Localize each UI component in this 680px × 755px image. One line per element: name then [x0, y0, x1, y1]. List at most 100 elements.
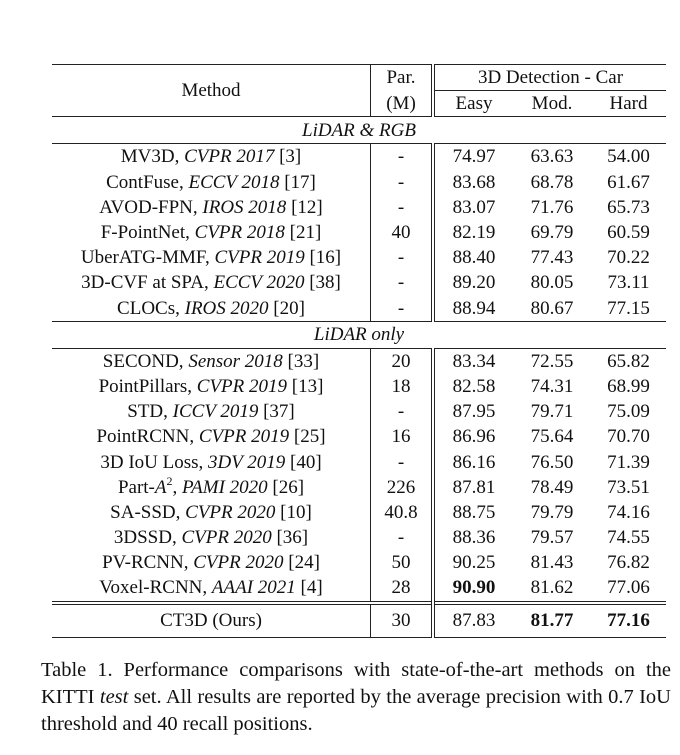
cell-hard: 61.67: [591, 170, 666, 195]
value-mod: 74.31: [530, 375, 574, 397]
cell-mod: 79.79: [513, 500, 591, 525]
method-ref: [25]: [289, 426, 326, 448]
cell-mod: 72.55: [513, 348, 591, 374]
method-ref: [37]: [258, 401, 295, 423]
cell-params: -: [370, 169, 433, 195]
value-easy: 82.58: [452, 375, 496, 397]
value-mod: 79.57: [530, 527, 574, 549]
cell-mod: 79.71: [513, 399, 591, 424]
method-venue: CVPR 2020: [185, 501, 276, 523]
method-superscript: 2: [166, 473, 173, 488]
cell-hard: 74.16: [591, 500, 666, 525]
cell-mod: 80.05: [513, 270, 591, 295]
cell-easy: 87.95: [431, 399, 513, 425]
method-venue: PAMI 2020: [181, 476, 268, 498]
method-cell: SA-SSD, CVPR 2020 [10]: [52, 500, 371, 525]
value-easy: 88.36: [452, 527, 496, 549]
header-par-unit: (M): [370, 90, 433, 118]
value-mod: 68.78: [530, 171, 574, 193]
cell-mod: 63.63: [513, 144, 591, 170]
method-cell: PointRCNN, CVPR 2019 [25]: [52, 424, 371, 449]
method-venue: CVPR 2019: [198, 426, 290, 448]
cell-params: -: [370, 449, 433, 475]
value-hard: 75.09: [607, 401, 650, 423]
method-name: UberATG-MMF,: [80, 247, 215, 269]
method-venue: ECCV 2018: [188, 171, 280, 193]
cell-hard: 76.82: [591, 550, 666, 575]
cell-mod: 77.43: [513, 245, 591, 270]
table-caption: Table 1. Performance comparisons with st…: [41, 657, 671, 738]
method-name: ContFuse,: [106, 171, 189, 193]
method-venue: Sensor 2018: [188, 350, 283, 372]
cell-params: 226: [370, 474, 433, 500]
value-easy: 88.40: [452, 247, 496, 269]
method-math: A: [154, 476, 167, 498]
value-easy: 86.16: [452, 451, 496, 473]
method-name: PointPillars,: [98, 375, 197, 397]
table-row: F-PointNet, CVPR 2018 [21] 40 82.19 69.79 60…: [52, 219, 666, 246]
value-hard: 70.70: [607, 426, 650, 448]
method-ref: [12]: [286, 196, 323, 218]
value-hard: 77.16: [607, 610, 650, 632]
cell-hard: 68.99: [591, 374, 666, 399]
value-mod: 69.79: [530, 222, 574, 244]
cell-hard: 77.15: [591, 295, 666, 322]
cell-params: 20: [370, 348, 433, 374]
cell-mod: 81.77: [513, 600, 591, 638]
cell-easy: 83.68: [431, 169, 513, 195]
method-name: SECOND,: [102, 350, 189, 372]
method-name: Part-: [117, 476, 155, 498]
cell-hard: 70.70: [591, 424, 666, 449]
value-hard: 61.67: [607, 171, 650, 193]
cell-easy: 88.94: [431, 295, 513, 322]
header-subrow: (M) Easy Mod. Hard: [52, 90, 666, 118]
method-name: AVOD-FPN,: [99, 196, 203, 218]
cell-easy: 83.34: [431, 348, 513, 374]
cell-hard: 77.06: [591, 575, 666, 602]
header-easy: Easy: [431, 90, 513, 118]
method-ref: [20]: [268, 297, 305, 319]
method-venue: CVPR 2019: [196, 375, 288, 397]
table-row: UberATG-MMF, CVPR 2019 [16] -88.40 77.43 70…: [52, 245, 666, 271]
cell-params: -: [370, 194, 433, 220]
method-cell: PointPillars, CVPR 2019 [13]: [52, 374, 371, 399]
method-cell: F-PointNet, CVPR 2018 [21]: [52, 220, 371, 245]
table-row: STD, ICCV 2019 [37] -87.95 79.71 75.09: [52, 399, 666, 425]
method-name: 3DSSD,: [113, 527, 182, 549]
method-name: SA-SSD,: [110, 501, 186, 523]
method-name: STD,: [127, 401, 173, 423]
value-hard: 65.73: [607, 196, 650, 218]
cell-hard: 73.11: [591, 270, 666, 295]
value-mod: 81.62: [530, 577, 574, 599]
method-cell: Voxel-RCNN, AAAI 2021 [4]: [52, 575, 371, 602]
group-label: LiDAR only: [52, 321, 666, 349]
value-mod: 72.55: [530, 350, 574, 372]
value-easy: 74.97: [452, 146, 496, 168]
cell-easy: 88.75: [431, 499, 513, 525]
table-row: PV-RCNN, CVPR 2020 [24] 50 90.25 81.43 76.82: [52, 550, 666, 576]
cell-params: -: [370, 525, 433, 551]
table-row: 3D-CVF at SPA, ECCV 2020 [38] -89.20 80.05…: [52, 270, 666, 296]
cell-easy: 86.96: [431, 424, 513, 450]
value-hard: 77.15: [607, 297, 650, 319]
method-venue: IROS 2020: [184, 297, 269, 319]
value-mod: 63.63: [530, 146, 574, 168]
method-cell: MV3D, CVPR 2017 [3]: [52, 144, 371, 170]
value-hard: 76.82: [607, 552, 650, 574]
method-ref: [36]: [271, 527, 309, 549]
method-venue: CVPR 2020: [181, 527, 272, 549]
cell-params: 18: [370, 373, 433, 400]
cell-params: 28: [370, 575, 433, 603]
cell-mod: 75.64: [513, 424, 591, 449]
table-row: PointPillars, CVPR 2019 [13] 18 82.58 74.31…: [52, 373, 666, 400]
value-hard: 77.06: [607, 577, 650, 599]
method-venue: CVPR 2019: [214, 247, 305, 269]
cell-easy: 82.58: [431, 373, 513, 400]
value-hard: 74.55: [607, 527, 650, 549]
table-row: Voxel-RCNN, AAAI 2021 [4] 28 90.90 81.62 77.…: [52, 575, 666, 603]
value-mod: 81.77: [530, 610, 574, 632]
method-cell: CT3D (Ours): [52, 600, 371, 638]
cell-mod: 79.57: [513, 525, 591, 550]
cell-hard: 71.39: [591, 449, 666, 474]
cell-mod: 76.50: [513, 449, 591, 474]
